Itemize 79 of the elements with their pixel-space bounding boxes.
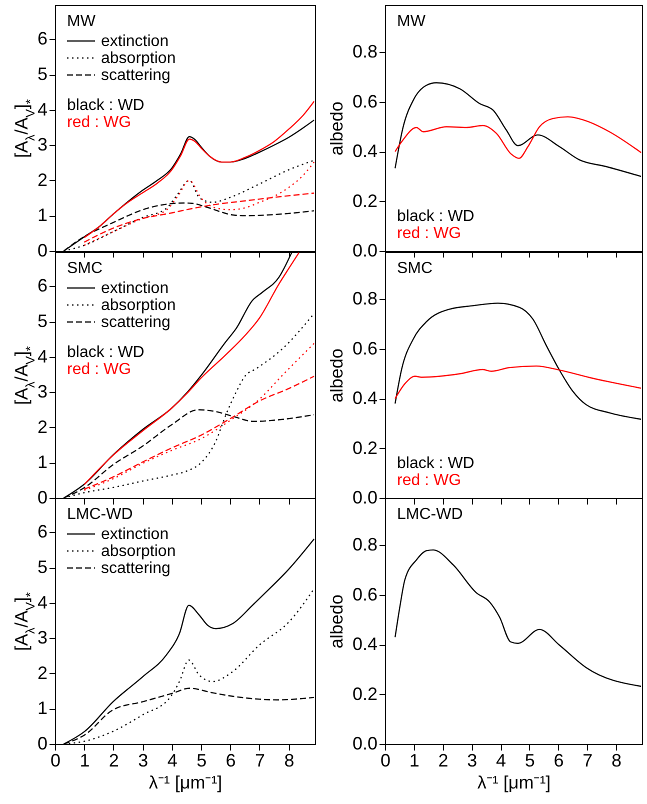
- y-tick-label: 0.6: [352, 584, 378, 604]
- y-tick-label: 0.6: [352, 91, 378, 112]
- x-tick-label: 4: [167, 750, 178, 770]
- y-tick-label: 4: [37, 592, 48, 612]
- annotation: SMC: [397, 260, 433, 276]
- annotation: black : WD: [397, 208, 474, 225]
- annotation: SMC: [67, 260, 103, 276]
- annotation: LMC-WD: [397, 506, 463, 523]
- y-tick-label: 0.8: [352, 42, 378, 62]
- legend-label: absorption: [101, 543, 176, 560]
- x-tick-label: 6: [226, 750, 236, 770]
- y-tick-label: 0: [37, 734, 48, 754]
- y-tick-label: 3: [37, 134, 48, 155]
- x-tick-label: 0: [50, 750, 61, 770]
- y-tick-label: 0.2: [352, 437, 378, 458]
- y-tick-label: 6: [37, 522, 48, 542]
- y-tick-label: 2: [37, 416, 48, 436]
- y-tick-label: 0.4: [352, 141, 378, 162]
- y-tick-label: 5: [37, 64, 48, 84]
- x-tick-label: 3: [467, 750, 478, 770]
- legend-label: extinction: [101, 526, 169, 543]
- x-tick-label: 2: [108, 750, 119, 770]
- legend-label: scattering: [101, 560, 170, 577]
- y-tick-label: 3: [37, 628, 48, 648]
- annotation: MW: [67, 13, 96, 30]
- y-tick-label: 0.8: [352, 288, 378, 308]
- x-tick-label: 5: [524, 750, 535, 770]
- y-tick-label: 4: [37, 346, 48, 366]
- x-tick-label: 0: [380, 750, 391, 770]
- annotation: black : WD: [67, 344, 144, 360]
- x-tick-label: 2: [438, 750, 448, 770]
- y-tick-label: 6: [37, 275, 48, 296]
- y-tick-label: 0.2: [352, 190, 378, 211]
- x-tick-label: 7: [254, 750, 265, 770]
- y-tick-label: 4: [37, 99, 48, 120]
- y-tick-label: 0.6: [352, 338, 378, 358]
- legend-label: absorption: [101, 50, 176, 67]
- x-tick-label: 4: [496, 750, 506, 770]
- x-axis-title: λ⁻¹ [μm⁻¹]: [477, 772, 551, 792]
- annotation: red : WG: [67, 360, 132, 378]
- y-tick-label: 0.0: [352, 734, 378, 754]
- x-tick-label: 8: [284, 750, 294, 770]
- y-tick-label: 0.0: [352, 487, 378, 507]
- annotation: black : WD: [397, 454, 474, 472]
- y-tick-label: 0.4: [352, 634, 378, 654]
- annotation: LMC-WD: [67, 506, 133, 523]
- x-tick-label: 8: [612, 750, 622, 770]
- annotation: red : WG: [397, 472, 462, 488]
- y-tick-label: 0.0: [352, 240, 378, 260]
- y-tick-label: 0: [37, 240, 48, 260]
- y-tick-label: 1: [37, 452, 48, 472]
- annotation: black : WD: [67, 97, 144, 114]
- y-tick-label: 0: [37, 487, 48, 507]
- legend-label: scattering: [101, 314, 170, 330]
- legend-label: absorption: [101, 296, 176, 314]
- y-tick-label: 0.4: [352, 388, 378, 408]
- y-tick-label: 0.2: [352, 684, 378, 704]
- x-tick-label: 6: [554, 750, 564, 770]
- legend-label: scattering: [101, 67, 170, 84]
- y-tick-label: 6: [37, 28, 48, 49]
- x-tick-label: 7: [582, 750, 593, 770]
- annotation: MW: [397, 13, 426, 30]
- y-tick-label: 0.8: [352, 534, 378, 555]
- legend-label: extinction: [101, 280, 169, 296]
- x-tick-label: 3: [138, 750, 148, 770]
- x-tick-label: 5: [196, 750, 207, 770]
- x-tick-label: 1: [409, 750, 420, 770]
- annotation: red : WG: [67, 114, 132, 131]
- y-tick-label: 1: [37, 205, 48, 226]
- legend-label: extinction: [101, 33, 169, 50]
- y-tick-label: 1: [37, 698, 48, 718]
- y-tick-label: 5: [37, 310, 48, 331]
- annotation: red : WG: [397, 225, 462, 242]
- y-tick-label: 2: [37, 170, 48, 190]
- x-axis-title: λ⁻¹ [μm⁻¹]: [148, 772, 222, 792]
- y-tick-label: 2: [37, 662, 48, 683]
- y-tick-label: 5: [37, 557, 48, 578]
- y-tick-label: 3: [37, 381, 48, 402]
- x-tick-label: 1: [80, 750, 90, 770]
